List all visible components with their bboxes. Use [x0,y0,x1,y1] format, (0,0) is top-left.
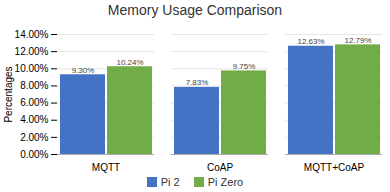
svg-text:4.00%: 4.00% [20,114,48,125]
svg-text:8.00%: 8.00% [20,80,48,91]
svg-text:Percentages: Percentages [3,66,14,122]
html-text:Pi Zero: Pi Zero [207,176,244,188]
svg-text:12.00%: 12.00% [15,46,49,57]
svg-text:MQTT: MQTT [92,162,120,173]
svg-text:2.00%: 2.00% [20,132,48,143]
html-text:Pi 2: Pi 2 [160,176,180,188]
svg-text:9.75%: 9.75% [233,62,256,71]
svg-text:7.83%: 7.83% [186,78,209,87]
svg-text:CoAP: CoAP [207,162,233,173]
svg-text:10.00%: 10.00% [15,63,49,74]
svg-text:12.63%: 12.63% [297,37,324,46]
svg-text:10.24%: 10.24% [116,58,143,67]
svg-text:14.00%: 14.00% [15,29,49,40]
svg-text:12.79%: 12.79% [344,36,371,45]
svg-text:6.00%: 6.00% [20,97,48,108]
svg-text:9.30%: 9.30% [72,66,95,75]
html-text:Memory Usage Comparison: Memory Usage Comparison [107,2,283,18]
svg-text:MQTT+CoAP: MQTT+CoAP [304,162,365,173]
svg-text:0.00%: 0.00% [20,149,48,160]
